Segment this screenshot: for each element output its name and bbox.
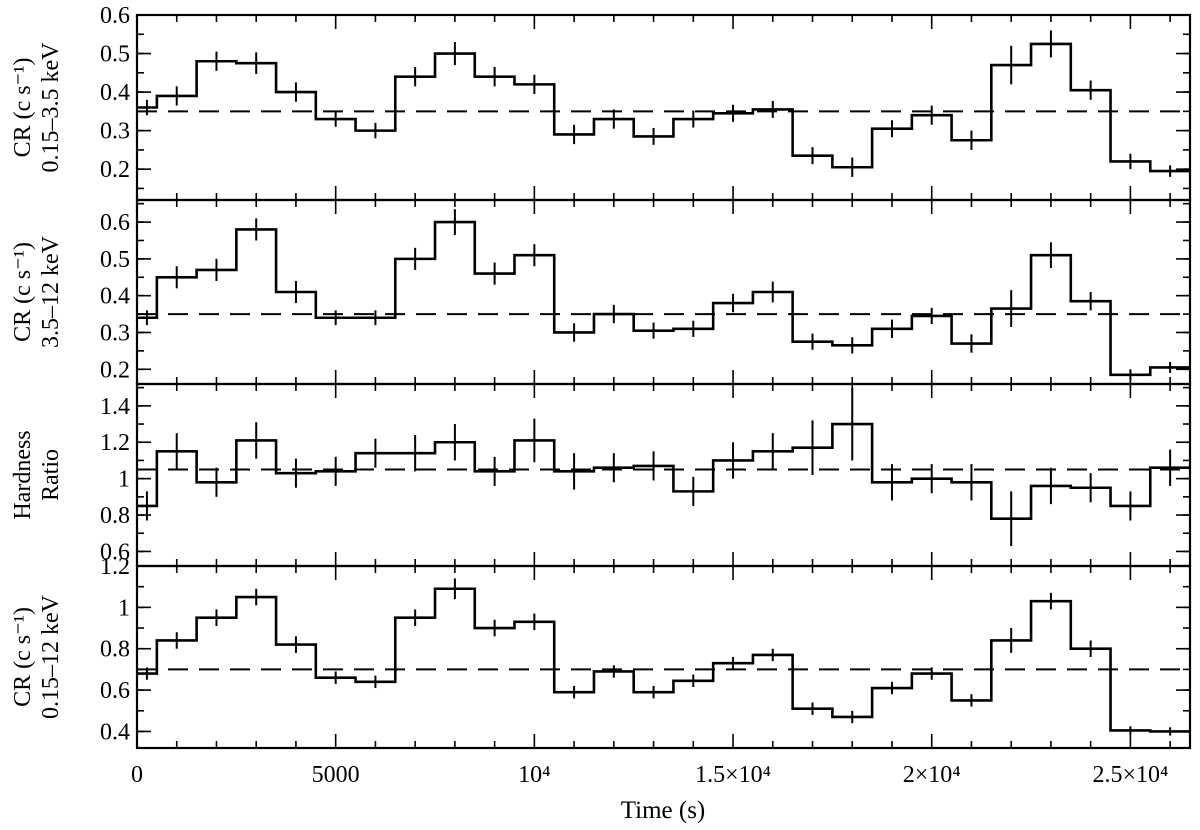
y-axis-label-line2: 3.5–12 keV [38,235,64,348]
y-axis-label-line2: 0.15–12 keV [38,594,64,719]
y-axis-label-line1: CR (c s⁻¹) [10,242,36,342]
x-axis-label: Time (s) [621,797,706,824]
x-tick-label: 2.5×10⁴ [1092,762,1168,788]
panel-3: 0.6 0.8 1 1.2 1.4 Hardness Ratio [10,382,1192,568]
y-axis-label-line1: Hardness [10,430,36,519]
y-axis-label-line1: CR (c s⁻¹) [10,58,36,158]
y-tick-label: 0.4 [100,284,130,310]
series-step-line [137,422,1190,520]
y-tick-label: 0.6 [100,678,130,704]
y-tick-label: 0.6 [100,3,130,29]
y-tick-label: 0.5 [100,42,130,68]
y-axis-label-line2: 0.15–3.5 keV [38,42,64,173]
y-tick-label: 1.2 [100,430,130,456]
x-tick-label: 1.5×10⁴ [695,762,771,788]
series-step-line [137,587,1190,733]
panel-4: 0.4 0.6 0.8 1 1.2 CR (c s⁻¹) 0.15–12 keV [10,554,1192,750]
panel-frame [135,564,1192,750]
y-tick-label: 1.2 [100,554,130,580]
y-tick-label: 0.3 [100,320,130,346]
panels-group: 0.20.30.40.50.6CR (c s⁻¹) 0.15–3.5 keV0.2… [10,3,1192,750]
panel-1: 0.2 0.3 0.4 0.5 0.6 CR (c s⁻¹) 0.15–3.5 keV [10,3,1192,202]
y-tick-label: 0.8 [100,637,130,663]
series-step-line [137,220,1190,377]
y-tick-label: 0.5 [100,247,130,273]
series-step-line [137,42,1190,173]
x-tick-label: 10⁴ [518,762,550,788]
x-tick-label: 5000 [312,762,360,788]
y-axis-label-line1: CR (c s⁻¹) [10,607,36,707]
panel-2: 0.2 0.3 0.4 0.5 0.6 CR (c s⁻¹) 3.5–12 keV [10,198,1192,386]
y-tick-label: 0.6 [100,210,130,236]
y-tick-label: 0.3 [100,119,130,145]
y-tick-label: 0.8 [100,503,130,529]
y-tick-label: 0.6 [100,539,130,565]
y-tick-label: 0.4 [100,80,130,106]
x-tick-label: 2×10⁴ [903,762,961,788]
y-tick-label: 1 [118,595,130,621]
x-axis: 0 5000 10⁴ 1.5×10⁴ 2×10⁴ 2.5×10⁴ [131,762,1168,788]
x-tick-label: 0 [131,762,143,788]
y-tick-label: 0.4 [100,719,130,745]
y-tick-label: 0.2 [100,157,130,183]
y-tick-label: 0.2 [100,357,130,383]
y-tick-label: 1 [118,467,130,493]
y-tick-label: 1.4 [100,394,130,420]
y-axis-label-line2: Ratio [38,449,64,501]
